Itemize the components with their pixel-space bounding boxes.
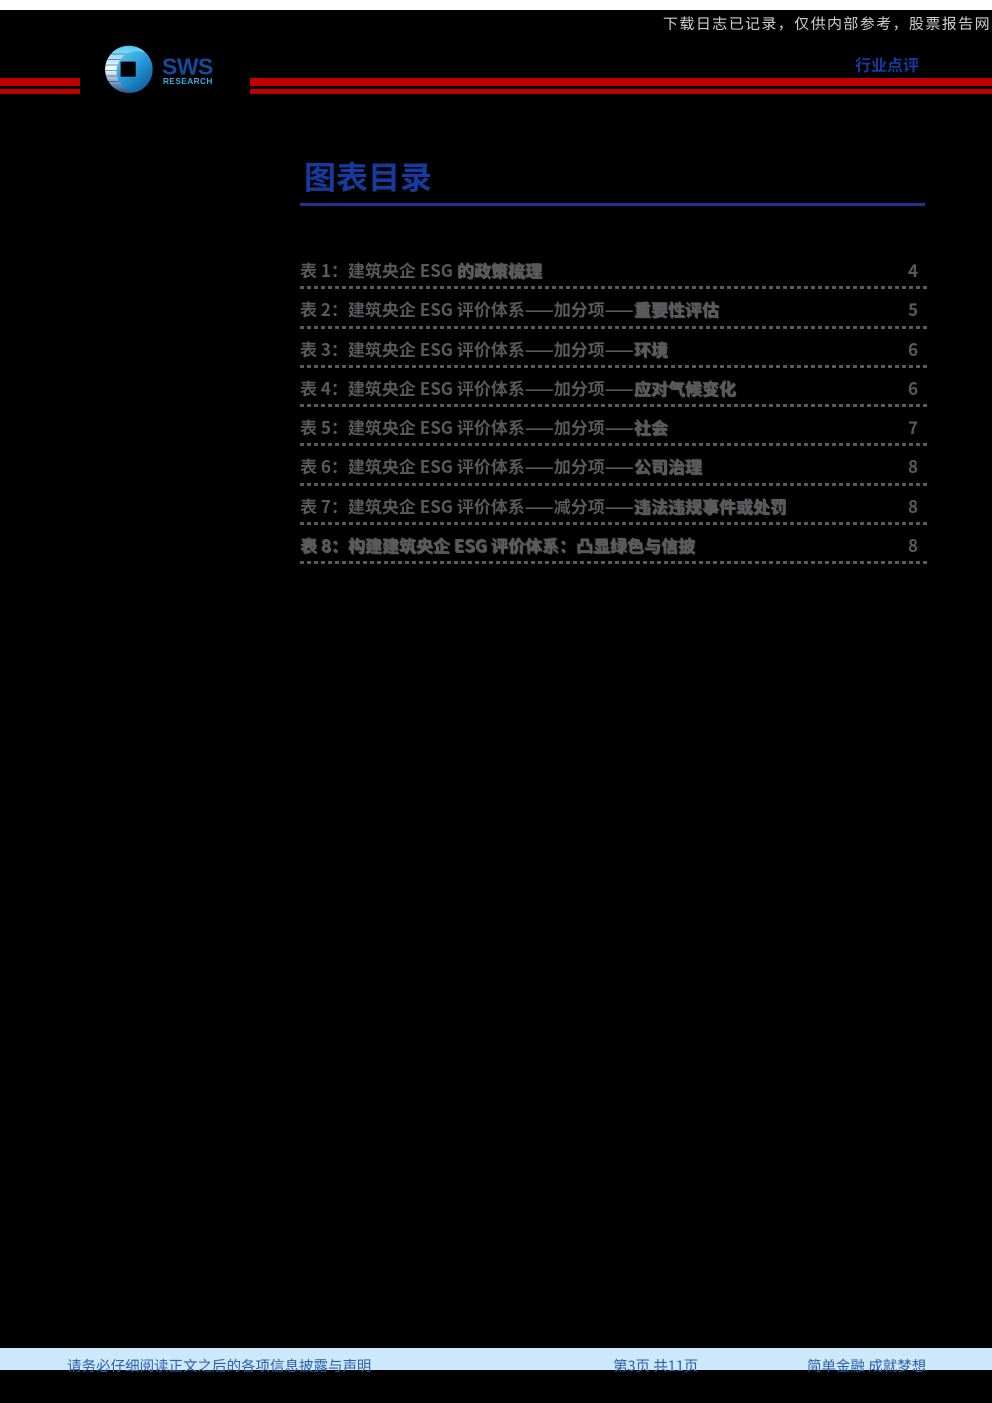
svg-text:RESEARCH: RESEARCH bbox=[163, 76, 213, 86]
